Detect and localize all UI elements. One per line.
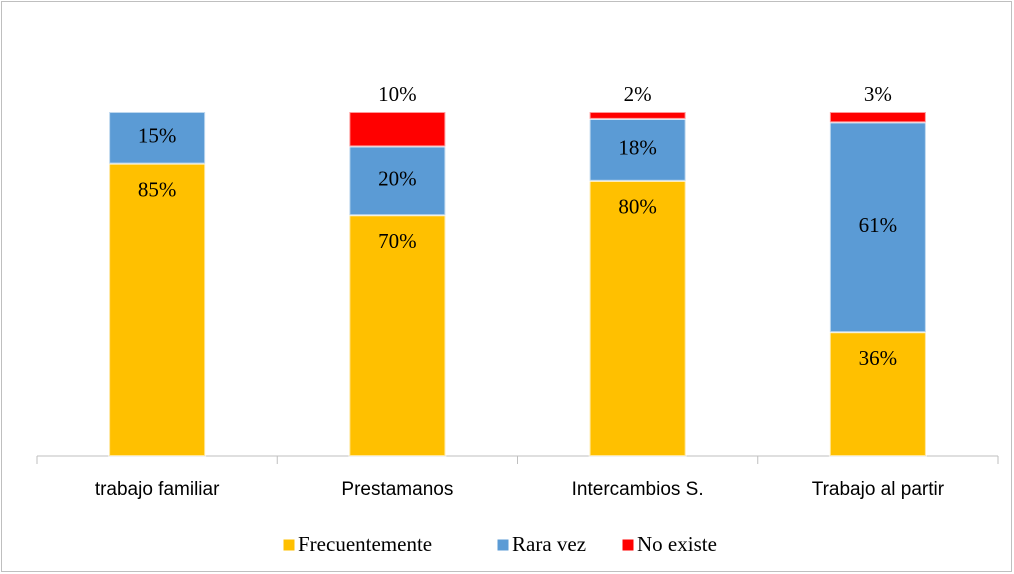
- x-tick-label: Intercambios S.: [572, 479, 704, 500]
- data-label: 70%: [378, 229, 417, 253]
- data-label: 20%: [378, 167, 417, 191]
- legend-label: No existe: [637, 532, 717, 556]
- bar-segment: [828, 121, 927, 334]
- bar-segment: [828, 111, 927, 124]
- x-tick-label: trabajo familiar: [95, 479, 220, 500]
- x-tick-label: Prestamanos: [341, 479, 453, 500]
- bar-segment: [588, 117, 687, 182]
- data-label: 85%: [138, 177, 177, 201]
- data-label: 61%: [859, 213, 898, 237]
- data-label: 10%: [378, 82, 417, 106]
- data-label: 15%: [138, 124, 177, 148]
- bar-segment: [108, 111, 207, 165]
- data-label: 36%: [859, 346, 898, 370]
- legend-label: Rara vez: [512, 532, 586, 556]
- legend-swatch: [621, 538, 635, 552]
- bar-segment: [828, 331, 927, 457]
- bar-segment: [348, 111, 447, 148]
- x-tick-label: Trabajo al partir: [812, 479, 945, 500]
- bar-segment: [588, 111, 687, 120]
- legend-swatch: [282, 538, 296, 552]
- bar-segment: [348, 214, 447, 457]
- data-label: 80%: [618, 195, 657, 219]
- legend-swatch: [496, 538, 510, 552]
- data-label: 2%: [624, 82, 652, 106]
- data-label: 3%: [864, 82, 892, 106]
- legend-label: Frecuentemente: [298, 532, 432, 556]
- data-label: 18%: [618, 136, 657, 160]
- bar-segment: [588, 179, 687, 458]
- bar-segment: [108, 162, 207, 457]
